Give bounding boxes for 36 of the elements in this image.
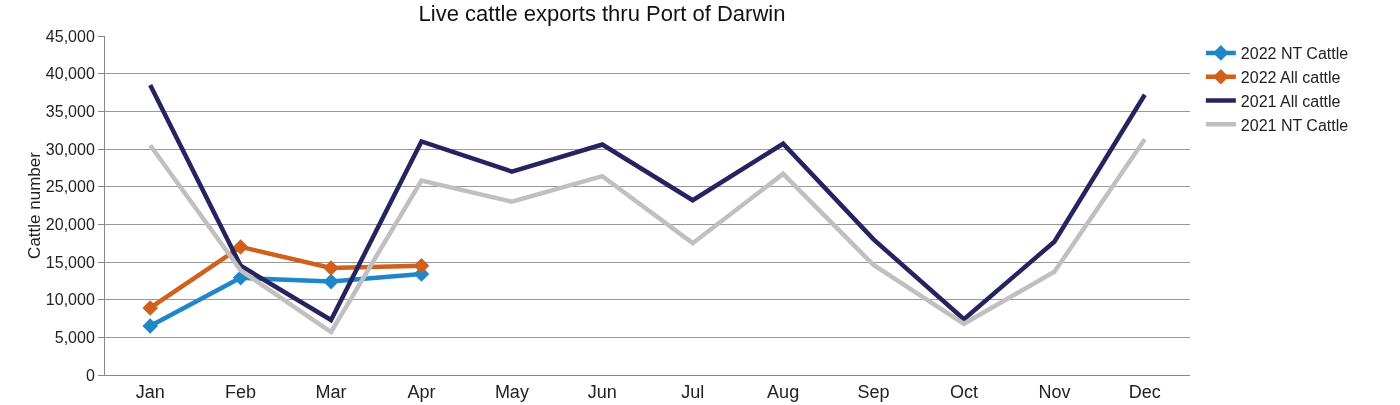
y-tick-label: 35,000 — [45, 102, 95, 120]
line-series — [147, 82, 1148, 323]
chart-title: Live cattle exports thru Port of Darwin — [418, 1, 786, 27]
y-tick-label: 0 — [85, 366, 95, 384]
point — [142, 318, 159, 334]
y-tick-label: 40,000 — [45, 65, 95, 83]
x-tick-label: May — [494, 381, 529, 402]
legend-label: 2021 NT Cattle — [1240, 116, 1349, 134]
y-tick-label: 30,000 — [45, 140, 95, 158]
y-axis-title: Cattle number — [24, 151, 44, 259]
legend-label: 2021 All cattle — [1240, 92, 1341, 110]
point — [413, 257, 430, 274]
y-tick-label: 45,000 — [45, 27, 95, 45]
x-tick-label: Jun — [587, 381, 617, 402]
x-tick-label: Jan — [135, 381, 165, 402]
x-tick-label: Nov — [1038, 381, 1071, 402]
legend-label: 2022 All cattle — [1240, 68, 1341, 86]
legend-label: 2022 NT Cattle — [1240, 45, 1349, 63]
x-tick-label: Oct — [949, 381, 978, 402]
y-tick-label: 5,000 — [54, 328, 95, 346]
x-tick-label: Apr — [407, 381, 436, 402]
point — [323, 273, 339, 290]
y-tick-label: 20,000 — [45, 215, 95, 233]
y-tick-label: 15,000 — [45, 253, 95, 271]
x-tick-label: Dec — [1128, 381, 1161, 402]
x-tick-label: Jul — [681, 381, 705, 402]
x-tick-label: Mar — [315, 381, 347, 402]
point — [232, 239, 249, 255]
point — [323, 260, 339, 276]
y-tick-label: 10,000 — [45, 291, 95, 309]
line-series — [147, 136, 1148, 335]
x-tick-label: Aug — [767, 381, 800, 402]
x-tick-label: Feb — [225, 381, 257, 402]
point — [142, 300, 159, 316]
x-tick-label: Sep — [857, 381, 890, 402]
y-tick-label: 25,000 — [45, 178, 95, 196]
